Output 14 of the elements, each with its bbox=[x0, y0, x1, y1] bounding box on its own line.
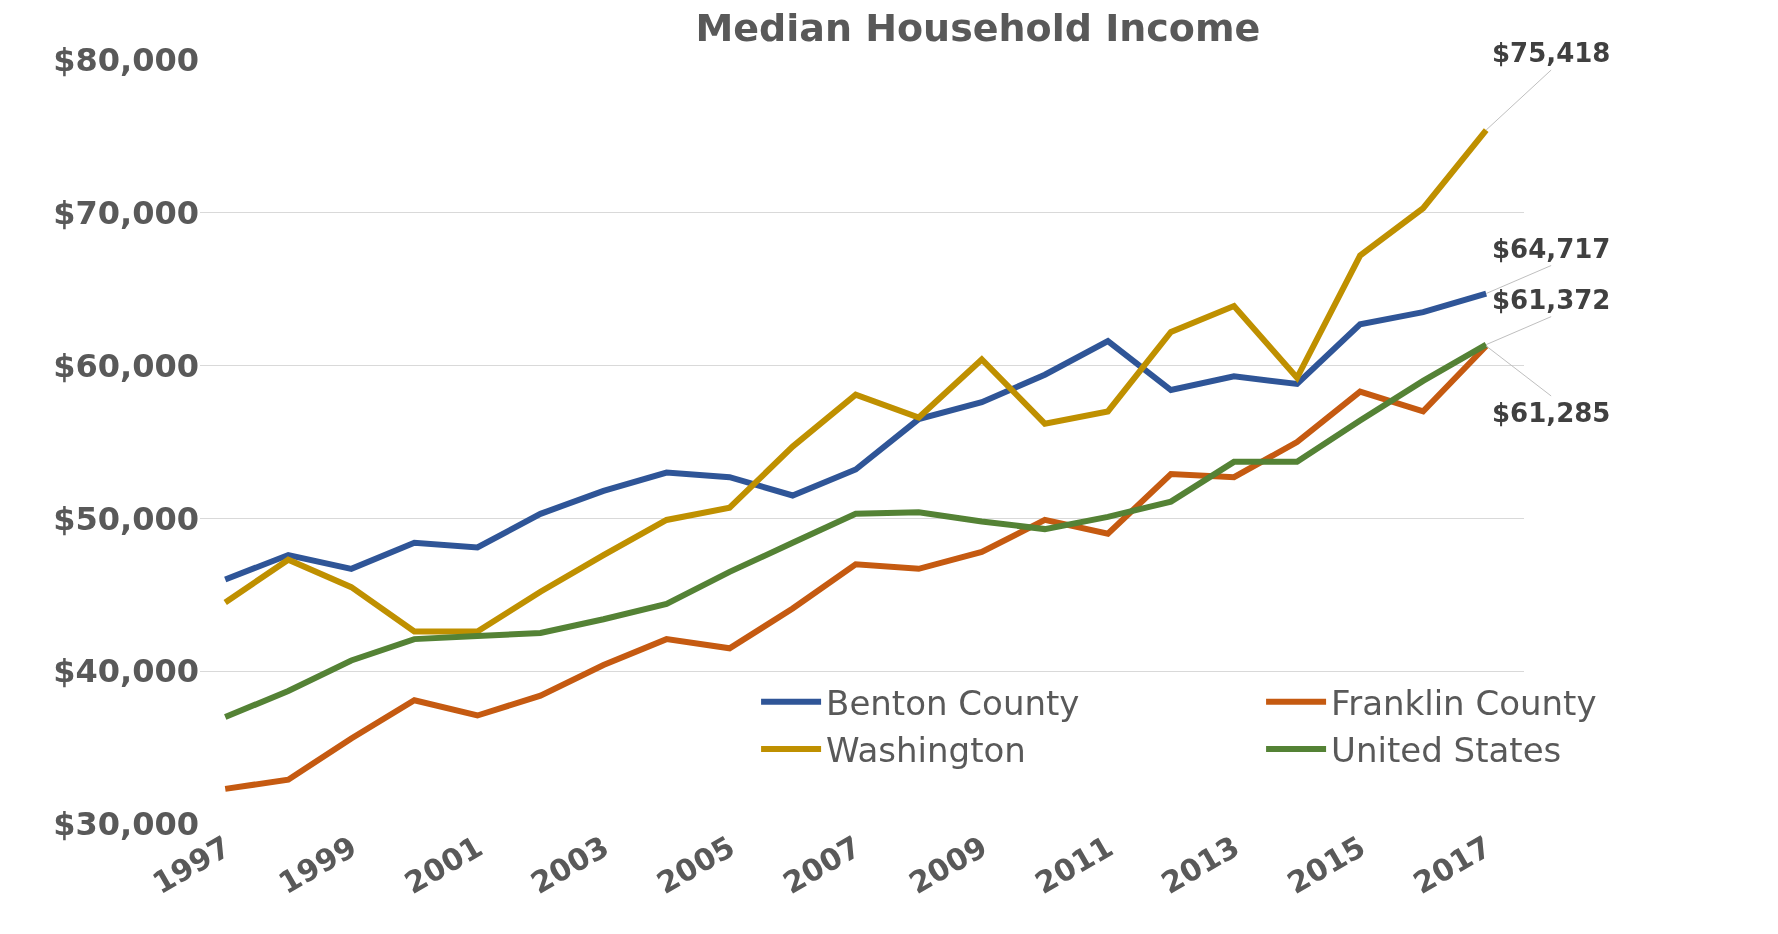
y-tick-label: $50,000 bbox=[53, 499, 199, 538]
legend-label: Washington bbox=[826, 730, 1026, 771]
y-tick-label: $70,000 bbox=[53, 194, 199, 232]
data-label: $75,418 bbox=[1492, 38, 1611, 68]
y-tick-label: $80,000 bbox=[53, 41, 199, 80]
legend-label: Benton County bbox=[826, 683, 1080, 724]
data-label: $61,372 bbox=[1492, 285, 1611, 315]
legend-label: Franklin County bbox=[1331, 683, 1597, 724]
chart-title: Median Household Income bbox=[695, 5, 1261, 50]
legend-label: United States bbox=[1331, 730, 1562, 771]
data-label: $61,285 bbox=[1492, 398, 1611, 428]
y-tick-label: $40,000 bbox=[53, 652, 199, 691]
y-tick-label: $60,000 bbox=[53, 346, 199, 385]
data-label: $64,717 bbox=[1492, 234, 1611, 264]
